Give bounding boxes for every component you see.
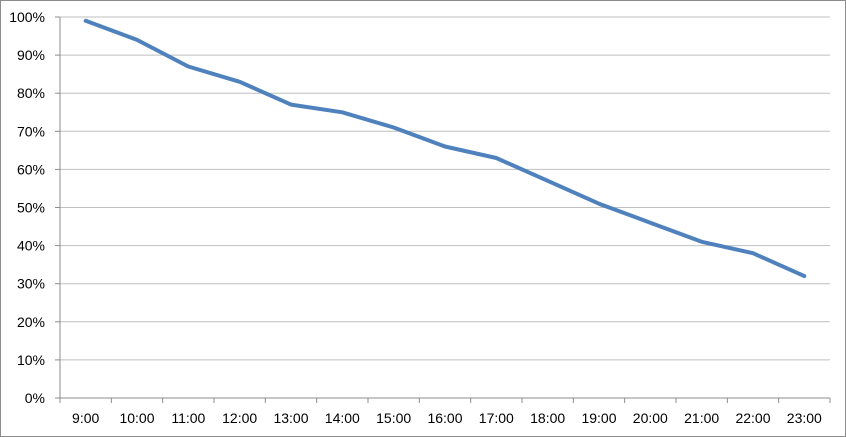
x-tick-label: 13:00 [273,410,308,426]
gridlines [60,16,830,361]
series-lines [83,18,807,279]
x-tick-label: 14:00 [325,410,360,426]
x-tick-label: 21:00 [684,410,719,426]
y-tick-label: 30% [17,276,45,292]
y-tick-label: 90% [17,47,45,63]
x-tick-label: 19:00 [581,410,616,426]
y-tick-label: 40% [17,238,45,254]
x-tick-label: 16:00 [427,410,462,426]
x-tick-label: 17:00 [479,410,514,426]
y-tick-label: 100% [9,9,45,25]
x-tick-label: 12:00 [222,410,257,426]
x-tick-label: 9:00 [72,410,99,426]
x-axis-tick-labels: 9:00 10:00 11:00 12:00 13:00 14:00 15:00 16:00 1… [72,410,822,426]
x-tick-label: 22:00 [735,410,770,426]
y-tick-label: 80% [17,85,45,101]
x-tick-label: 18:00 [530,410,565,426]
y-tick-label: 10% [17,352,45,368]
x-tick-label: 23:00 [787,410,822,426]
axes [55,16,831,403]
series-line-0 [83,18,807,279]
y-tick-label: 50% [17,200,45,216]
x-tick-label: 20:00 [633,410,668,426]
x-tick-label: 15:00 [376,410,411,426]
y-axis-tick-labels: 0% 10% 20% 30% 40% 50% 60% 70% 80% 90% 100% [9,9,45,406]
y-tick-label: 60% [17,161,45,177]
x-tick-label: 11:00 [171,410,205,426]
y-tick-label: 20% [17,314,45,330]
y-tick-label: 0% [25,390,45,406]
y-tick-label: 70% [17,123,45,139]
x-tick-label: 10:00 [119,410,154,426]
